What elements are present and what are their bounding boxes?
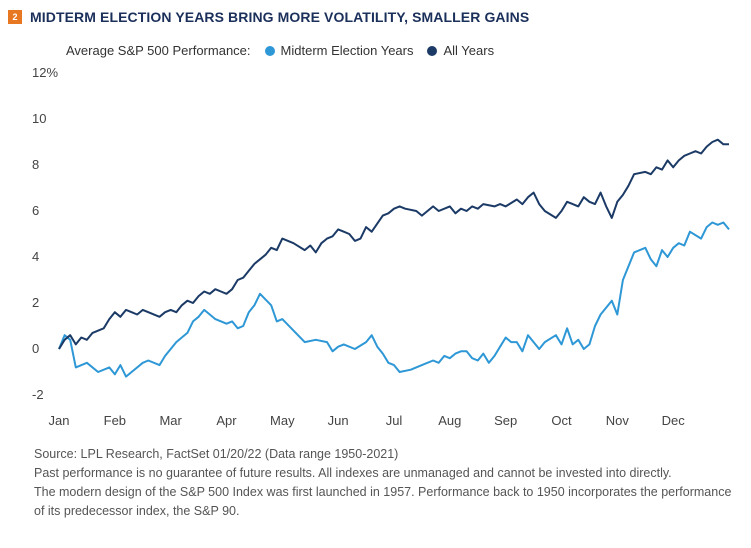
disclaimer-note: Past performance is no guarantee of futu…: [34, 466, 672, 480]
x-tick-label: Sep: [494, 413, 517, 428]
chart-title: MIDTERM ELECTION YEARS BRING MORE VOLATI…: [30, 9, 530, 25]
chart-footnotes: Source: LPL Research, FactSet 01/20/22 (…: [34, 445, 734, 521]
x-tick-label: Mar: [159, 413, 182, 428]
y-tick-label: 10: [32, 111, 46, 126]
index-history-note: The modern design of the S&P 500 Index w…: [34, 485, 732, 518]
figure-number-badge: 2: [8, 10, 22, 24]
x-tick-label: Apr: [216, 413, 237, 428]
x-tick-label: Nov: [606, 413, 630, 428]
x-tick-label: Dec: [662, 413, 686, 428]
x-tick-label: Aug: [438, 413, 461, 428]
y-tick-label: -2: [32, 387, 44, 402]
x-tick-label: Jul: [386, 413, 403, 428]
chart-header: 2 MIDTERM ELECTION YEARS BRING MORE VOLA…: [8, 8, 529, 26]
x-tick-label: Oct: [551, 413, 572, 428]
y-tick-label: 8: [32, 157, 39, 172]
chart-legend: Average S&P 500 Performance: Midterm Ele…: [66, 43, 494, 58]
y-tick-label: 4: [32, 249, 39, 264]
source-note: Source: LPL Research, FactSet 01/20/22 (…: [34, 447, 399, 461]
x-tick-label: Feb: [104, 413, 126, 428]
x-tick-label: Jan: [49, 413, 70, 428]
legend-prefix: Average S&P 500 Performance:: [66, 43, 251, 58]
legend-item-midterm: Midterm Election Years: [264, 43, 414, 58]
legend-label-all-years: All Years: [443, 43, 495, 58]
y-tick-label: 0: [32, 341, 39, 356]
x-tick-label: Jun: [328, 413, 349, 428]
series-line-midterm: [58, 221, 730, 378]
legend-swatch-midterm: [264, 45, 275, 56]
legend-label-midterm: Midterm Election Years: [280, 43, 414, 58]
legend-swatch-all-years: [427, 45, 438, 56]
legend-item-all-years: All Years: [427, 43, 494, 58]
series-line-all-years: [58, 138, 729, 350]
y-tick-label: 12%: [32, 65, 58, 80]
line-chart: 12% 10 8 6 4 2 0 -2 Jan Feb Mar Apr May Jun Jul Aug Sep O…: [32, 65, 730, 428]
y-tick-label: 6: [32, 203, 39, 218]
x-tick-label: May: [270, 413, 295, 428]
y-tick-label: 2: [32, 295, 39, 310]
